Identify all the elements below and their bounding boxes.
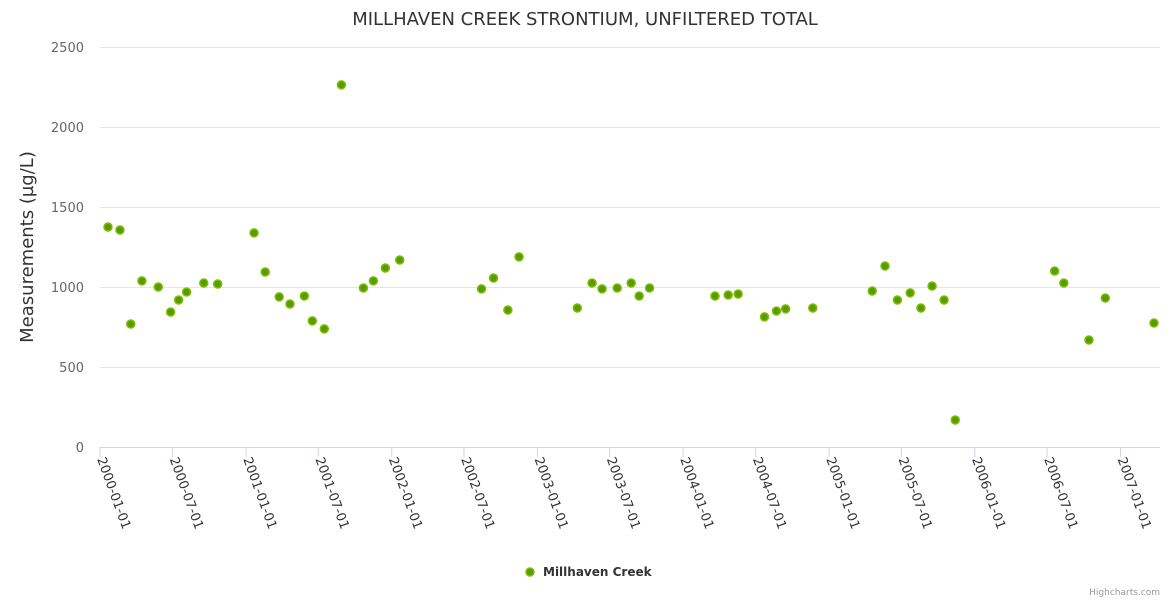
data-point[interactable] xyxy=(181,287,192,297)
data-point[interactable] xyxy=(1049,266,1060,276)
data-point[interactable] xyxy=(503,305,513,315)
data-point[interactable] xyxy=(572,303,583,313)
data-point[interactable] xyxy=(1100,293,1111,303)
data-point[interactable] xyxy=(165,307,176,317)
data-point[interactable] xyxy=(644,283,655,293)
x-tick-label: 2002-07-01 xyxy=(457,455,497,531)
x-tick-label: 2000-07-01 xyxy=(166,455,206,531)
chart-title: MILLHAVEN CREEK STRONTIUM, UNFILTERED TO… xyxy=(352,9,818,30)
data-point[interactable] xyxy=(514,252,524,262)
data-point[interactable] xyxy=(319,324,330,334)
data-point[interactable] xyxy=(892,295,903,305)
data-point[interactable] xyxy=(307,316,318,326)
data-point[interactable] xyxy=(299,291,310,301)
data-point[interactable] xyxy=(634,291,644,301)
x-tick-label: 2003-07-01 xyxy=(603,455,643,531)
data-point[interactable] xyxy=(1149,318,1159,328)
data-point[interactable] xyxy=(336,80,347,90)
data-point[interactable] xyxy=(173,295,184,305)
series-millhaven-creek[interactable] xyxy=(103,80,1159,425)
data-point[interactable] xyxy=(905,288,915,298)
data-point[interactable] xyxy=(137,276,147,286)
x-tick-label: 2005-07-01 xyxy=(895,455,935,531)
data-point[interactable] xyxy=(867,286,878,296)
legend-marker-icon xyxy=(525,567,535,577)
y-tick-label: 2500 xyxy=(51,41,84,56)
data-point[interactable] xyxy=(759,312,770,322)
data-point[interactable] xyxy=(285,299,295,309)
data-point[interactable] xyxy=(199,278,209,288)
y-axis-label: Measurements (µg/L) xyxy=(17,151,38,343)
y-tick-label: 1500 xyxy=(51,201,84,216)
data-point[interactable] xyxy=(950,415,961,425)
data-point[interactable] xyxy=(103,222,113,232)
data-point[interactable] xyxy=(358,283,369,293)
x-tick-label: 2005-01-01 xyxy=(822,455,862,531)
data-point[interactable] xyxy=(880,261,890,271)
y-tick-label: 0 xyxy=(76,441,84,456)
data-point[interactable] xyxy=(808,303,818,313)
x-tick-label: 2001-01-01 xyxy=(239,455,279,531)
data-point[interactable] xyxy=(733,289,743,299)
y-tick-label: 1000 xyxy=(51,281,84,296)
data-point[interactable] xyxy=(260,267,270,277)
legend-label[interactable]: Millhaven Creek xyxy=(543,565,653,579)
data-point[interactable] xyxy=(274,292,284,302)
data-point[interactable] xyxy=(1084,335,1094,345)
data-point[interactable] xyxy=(939,295,949,305)
data-point[interactable] xyxy=(488,273,499,283)
data-point[interactable] xyxy=(771,306,782,316)
grid-lines xyxy=(100,47,1160,368)
y-axis-ticks: 0 500 1000 1500 2000 2500 xyxy=(51,41,84,456)
x-tick-label: 2007-01-01 xyxy=(1114,455,1154,531)
x-tick-label: 2004-07-01 xyxy=(749,455,789,531)
x-tick-label: 2002-01-01 xyxy=(385,455,425,531)
data-point[interactable] xyxy=(710,291,720,301)
y-tick-label: 500 xyxy=(59,361,84,376)
data-point[interactable] xyxy=(115,225,125,235)
y-tick-label: 2000 xyxy=(51,121,84,136)
data-point[interactable] xyxy=(916,303,926,313)
data-point[interactable] xyxy=(380,263,391,273)
x-tick-label: 2004-01-01 xyxy=(676,455,716,531)
x-tick-label: 2006-01-01 xyxy=(968,455,1008,531)
data-point[interactable] xyxy=(153,282,164,292)
data-point[interactable] xyxy=(626,278,636,288)
credits-link[interactable]: Highcharts.com xyxy=(1089,588,1160,598)
data-point[interactable] xyxy=(587,278,597,288)
x-tick-label: 2001-07-01 xyxy=(312,455,352,531)
data-point[interactable] xyxy=(125,319,136,329)
data-point[interactable] xyxy=(597,284,607,294)
data-point[interactable] xyxy=(927,281,937,291)
data-point[interactable] xyxy=(394,255,405,265)
data-point[interactable] xyxy=(612,283,622,293)
data-point[interactable] xyxy=(368,276,379,286)
data-point[interactable] xyxy=(780,304,791,314)
data-point[interactable] xyxy=(249,228,259,238)
x-tick-label: 2006-07-01 xyxy=(1040,455,1080,531)
x-axis-ticks: 2000-01-01 2000-07-01 2001-01-01 2001-07-01… xyxy=(93,447,1154,531)
data-point[interactable] xyxy=(476,284,487,294)
legend-item[interactable]: Millhaven Creek xyxy=(525,565,653,579)
data-point[interactable] xyxy=(723,290,733,300)
x-tick-label: 2000-01-01 xyxy=(93,455,133,531)
data-point[interactable] xyxy=(1059,278,1069,288)
x-tick-label: 2003-01-01 xyxy=(531,455,571,531)
data-point[interactable] xyxy=(212,279,223,289)
